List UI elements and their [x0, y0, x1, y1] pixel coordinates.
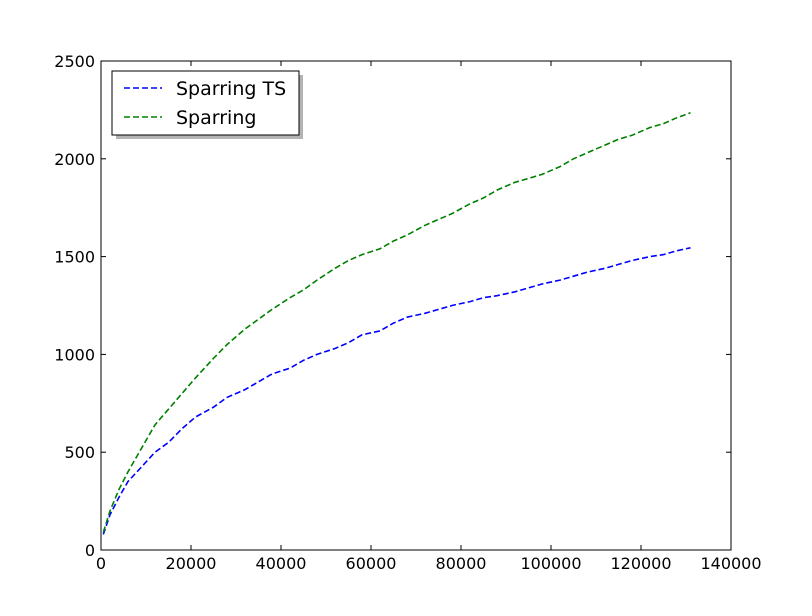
x-tick-label: 120000	[610, 554, 671, 573]
x-tick-label: 60000	[346, 554, 397, 573]
series-line-2	[102, 112, 691, 533]
series-line-1	[102, 247, 691, 535]
ticks-layer: 0 20000 40000 60000 80000 100000 120000 140000 0…	[54, 52, 761, 573]
y-tick-label: 0	[85, 541, 95, 560]
x-tick-label: 40000	[256, 554, 307, 573]
x-tick-label: 20000	[166, 554, 217, 573]
x-tick-label: 140000	[700, 554, 761, 573]
series-layer	[102, 112, 691, 535]
x-tick-label: 80000	[436, 554, 487, 573]
plot-frame	[100, 60, 732, 551]
legend-label-2: Sparring	[176, 107, 256, 129]
legend-box	[111, 70, 300, 136]
y-tick-label: 2500	[54, 52, 95, 71]
legend: Sparring TS Sparring	[111, 70, 303, 139]
x-tick-label: 0	[96, 554, 106, 573]
x-tick-label: 100000	[520, 554, 581, 573]
y-tick-label: 1000	[54, 345, 95, 364]
y-tick-label: 2000	[54, 150, 95, 169]
y-tick-label: 1500	[54, 248, 95, 267]
legend-label-1: Sparring TS	[176, 78, 286, 100]
y-tick-label: 500	[64, 443, 95, 462]
